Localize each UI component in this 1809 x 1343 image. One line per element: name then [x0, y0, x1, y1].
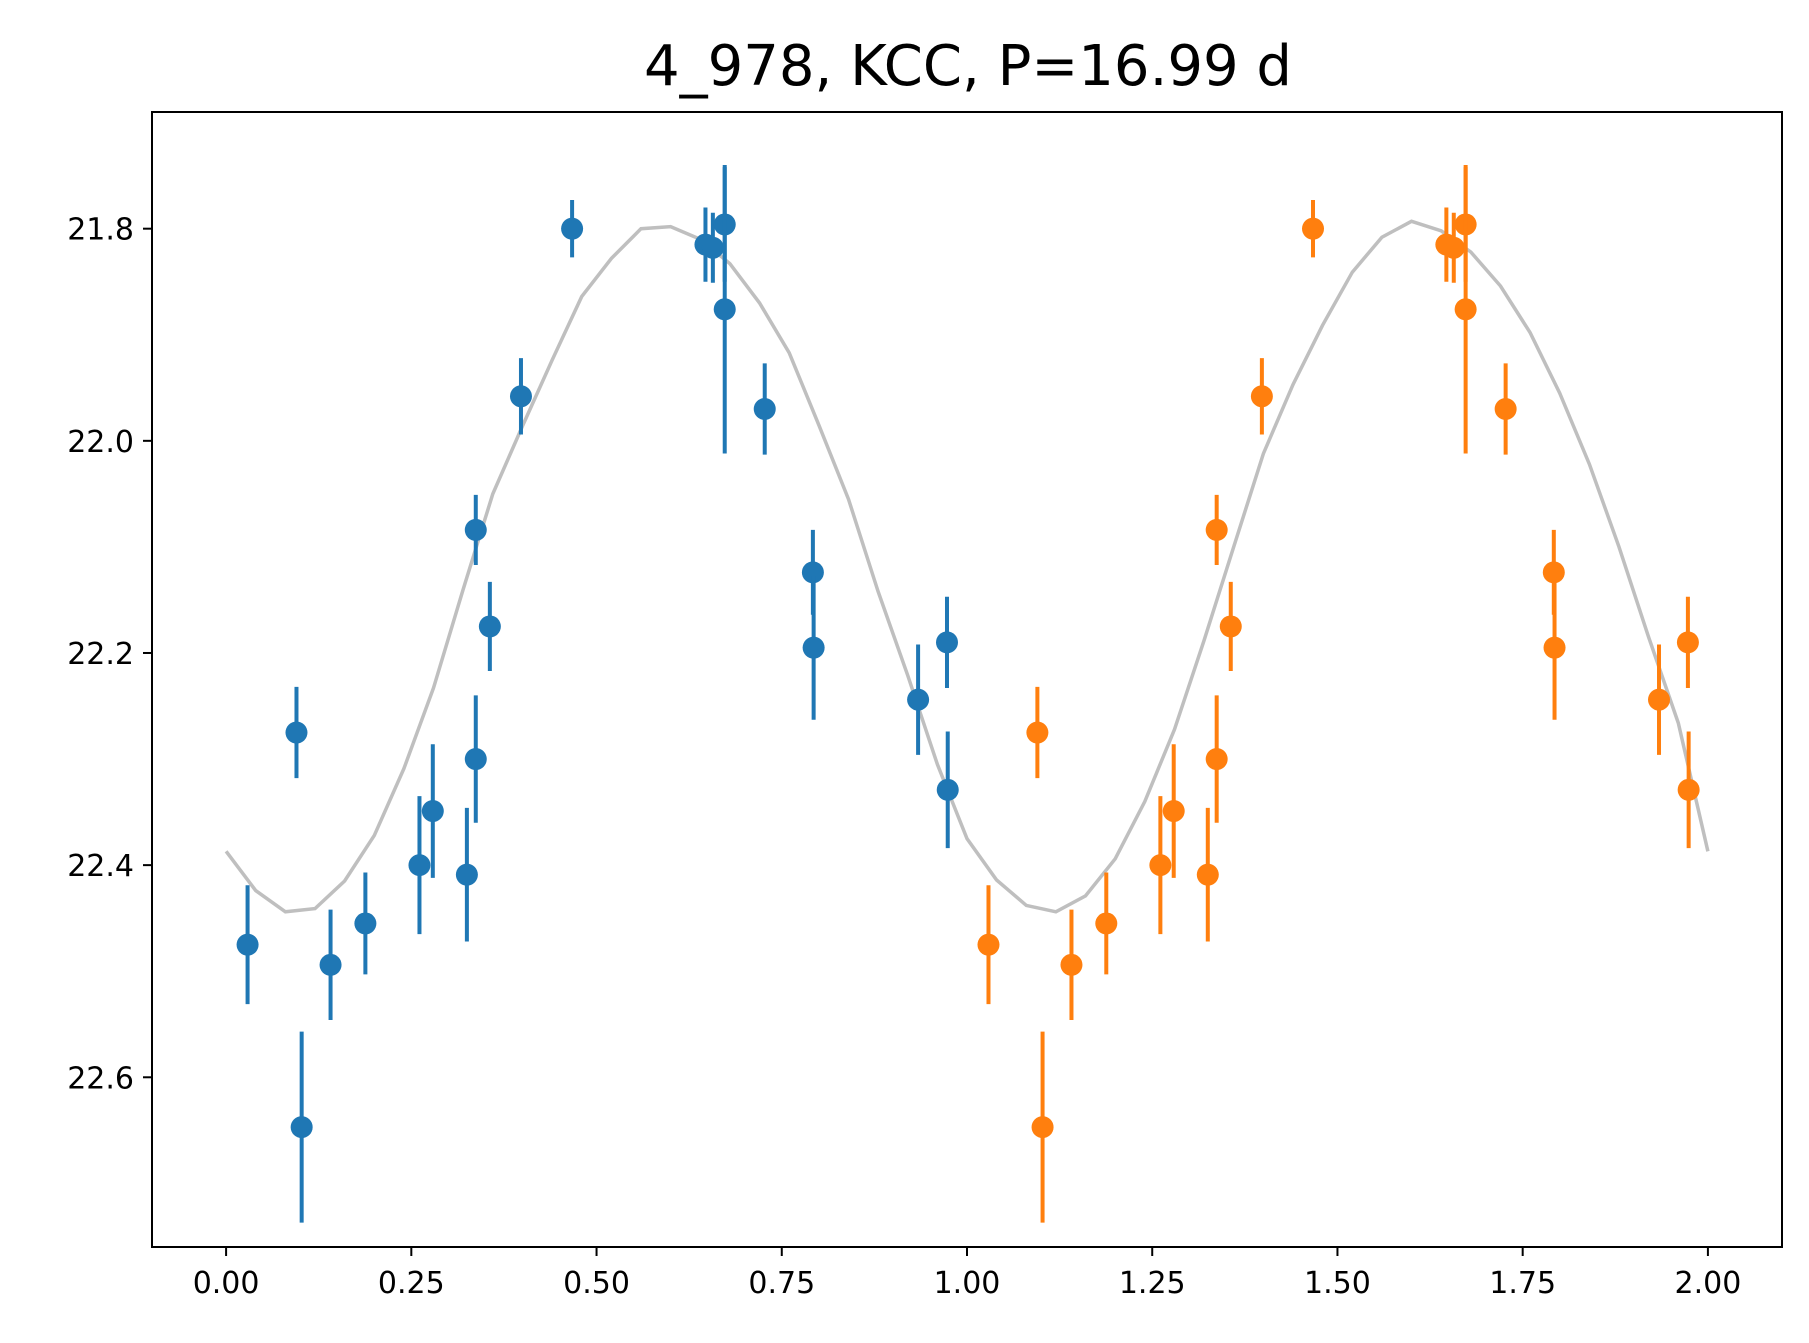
plot-frame [151, 111, 1783, 1248]
data-point [1302, 217, 1325, 240]
data-point [1026, 721, 1049, 744]
data-point [1162, 800, 1185, 823]
data-point [354, 912, 377, 935]
y-tick-label: 21.8 [67, 213, 134, 248]
x-tick-label: 2.00 [1675, 1266, 1742, 1301]
data-point [1454, 298, 1477, 321]
data-point [285, 721, 308, 744]
x-tick-label: 1.00 [934, 1266, 1001, 1301]
data-point [1205, 518, 1228, 541]
data-point [1543, 636, 1566, 659]
data-point [701, 236, 724, 259]
data-point [1205, 748, 1228, 771]
data-point [1676, 631, 1699, 654]
data-point [1542, 561, 1565, 584]
data-point [408, 854, 431, 877]
x-tick-label: 1.25 [1119, 1266, 1186, 1301]
data-point [455, 863, 478, 886]
data-point [1060, 953, 1083, 976]
data-point [561, 217, 584, 240]
data-point [1095, 912, 1118, 935]
data-point [907, 688, 930, 711]
data-point [713, 298, 736, 321]
data-point [464, 518, 487, 541]
data-point [1196, 863, 1219, 886]
x-tick-label: 0.75 [748, 1266, 815, 1301]
y-tick-label: 22.4 [67, 849, 134, 884]
data-point [1648, 688, 1671, 711]
y-tick-label: 22.6 [67, 1061, 134, 1096]
x-tick-label: 1.50 [1304, 1266, 1371, 1301]
data-point [464, 748, 487, 771]
data-point [1031, 1116, 1054, 1139]
y-tick-label: 22.2 [67, 637, 134, 672]
data-point [509, 385, 532, 408]
plot-area: 0.00 0.25 0.50 0.75 1.00 1.25 1.50 1.75 2.00 21.8… [67, 165, 1741, 1301]
data-point [478, 615, 501, 638]
data-point [290, 1116, 313, 1139]
y-tick-label: 22.0 [67, 425, 134, 460]
data-point [1219, 615, 1242, 638]
data-point [1442, 236, 1465, 259]
data-point [936, 778, 959, 801]
data-point [1250, 385, 1273, 408]
data-point [935, 631, 958, 654]
data-point [977, 933, 1000, 956]
data-point [1677, 778, 1700, 801]
x-tick-label: 1.75 [1489, 1266, 1556, 1301]
data-point [753, 398, 776, 421]
data-point [1149, 854, 1172, 877]
x-tick-label: 0.25 [378, 1266, 445, 1301]
data-point [1494, 398, 1517, 421]
data-point [802, 636, 825, 659]
x-tick-label: 0.00 [193, 1266, 260, 1301]
data-point [421, 800, 444, 823]
data-point [801, 561, 824, 584]
data-point [319, 953, 342, 976]
chart-title: 4_978, KCC, P=16.99 d [644, 34, 1292, 99]
data-point [236, 933, 259, 956]
x-tick-label: 0.50 [563, 1266, 630, 1301]
